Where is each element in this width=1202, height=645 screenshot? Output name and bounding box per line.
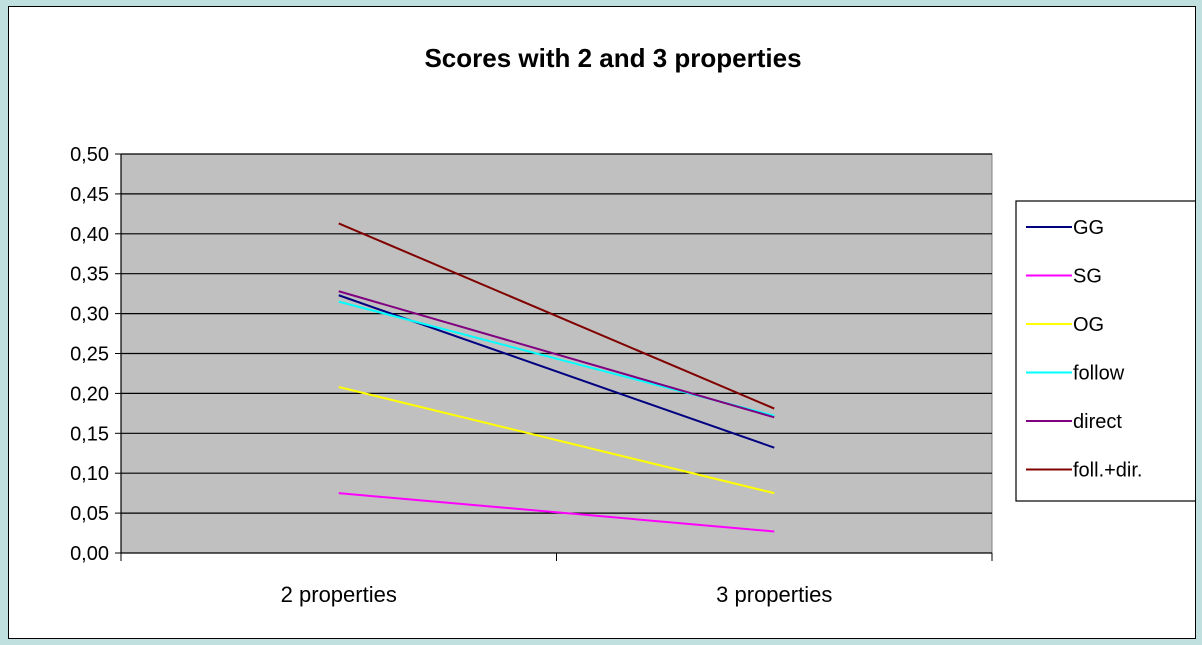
legend-label: OG xyxy=(1073,314,1104,336)
series-line xyxy=(338,222,775,410)
y-tick-label: 0,20 xyxy=(70,383,109,405)
y-tick-label: 0,00 xyxy=(70,543,109,565)
series-line xyxy=(338,386,775,495)
plot-area: 0,00 0,05 0,10 0,15 0,20 0,25 0,30 0,35 0,40 0,45… xyxy=(70,144,993,607)
y-tick-label: 0,10 xyxy=(70,463,109,485)
legend-box xyxy=(1015,200,1195,502)
chart-title: Scores with 2 and 3 properties xyxy=(424,43,801,73)
legend-label: foll.+dir. xyxy=(1073,460,1142,482)
series-line xyxy=(338,290,775,419)
y-tick-label: 0,35 xyxy=(70,264,109,286)
y-tick-label: 0,05 xyxy=(70,503,109,525)
y-tick-label: 0,25 xyxy=(70,344,109,366)
x-tick-label: 3 properties xyxy=(716,582,832,607)
legend-label: SG xyxy=(1073,266,1102,288)
legend-label: follow xyxy=(1073,363,1125,385)
legend-label: GG xyxy=(1073,217,1104,239)
y-tick-label: 0,30 xyxy=(70,304,109,326)
legend: GG SG OG follow direct foll.+dir. xyxy=(1015,200,1195,502)
x-tick-label: 2 properties xyxy=(281,582,397,607)
chart-frame: Scores with 2 and 3 properties 0,00 0,05 0… xyxy=(8,6,1196,639)
series-line xyxy=(338,492,775,533)
y-tick-label: 0,15 xyxy=(70,423,109,445)
y-tick-label: 0,40 xyxy=(70,224,109,246)
y-tick-label: 0,45 xyxy=(70,184,109,206)
legend-label: direct xyxy=(1073,411,1122,433)
y-tick-label: 0,50 xyxy=(70,144,109,166)
line-chart: Scores with 2 and 3 properties 0,000,050… xyxy=(70,43,1195,607)
